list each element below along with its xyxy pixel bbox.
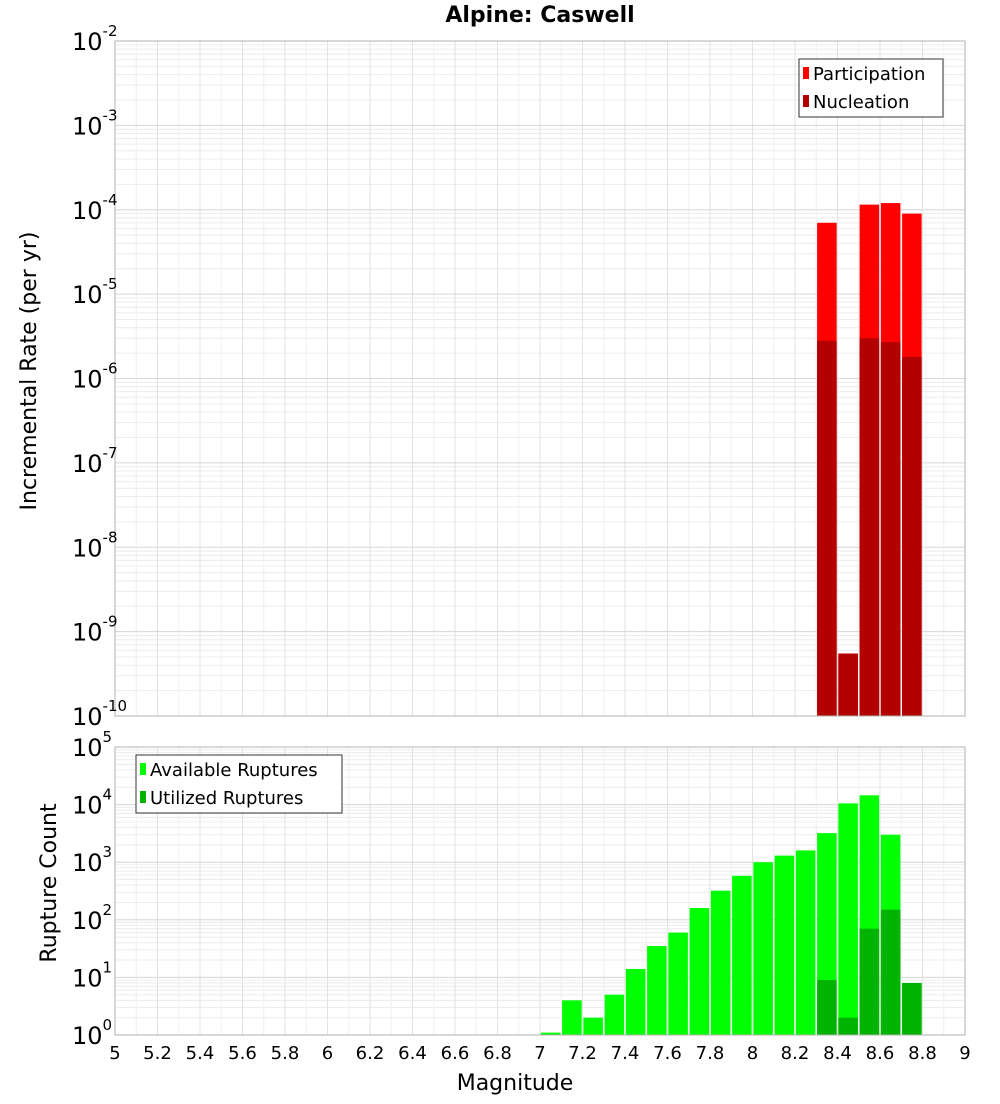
bar-utilized-ruptures: [859, 928, 880, 1035]
x-tick-label: 5.6: [228, 1043, 257, 1064]
x-tick-label: 6.2: [356, 1043, 385, 1064]
y-tick-label: 10-5: [72, 275, 118, 309]
bar-utilized-ruptures: [880, 909, 901, 1035]
bar-available-ruptures: [795, 850, 816, 1035]
x-tick-label: 5.4: [186, 1043, 215, 1064]
x-tick-label: 8.2: [781, 1043, 810, 1064]
x-axis-label: Magnitude: [457, 1071, 574, 1096]
bar-utilized-ruptures: [902, 982, 922, 1035]
x-tick-label: 6.8: [483, 1043, 512, 1064]
legend-label: Utilized Ruptures: [150, 788, 303, 809]
legend-box: [798, 58, 944, 118]
x-tick-label: 8.4: [823, 1043, 852, 1064]
bar-nucleation: [838, 653, 858, 716]
legend-label: Participation: [813, 64, 925, 85]
plot-border: [114, 746, 966, 1036]
plot-border: [114, 40, 966, 717]
legend-box: [135, 754, 343, 814]
bar-available-ruptures: [753, 862, 773, 1035]
y-tick-label: 10-4: [72, 191, 118, 225]
y-tick-label: 105: [72, 728, 112, 762]
y-tick-label: 10-3: [72, 106, 118, 140]
y-tick-label: 101: [72, 958, 112, 992]
bar-available-ruptures: [625, 968, 646, 1035]
y-tick-label: 10-10: [72, 697, 127, 731]
bar-available-ruptures: [583, 1017, 603, 1035]
bar-nucleation: [859, 338, 880, 716]
legend-label: Available Ruptures: [150, 760, 318, 781]
y-axis-label: Rupture Count: [37, 803, 62, 963]
x-tick-label: 7: [534, 1043, 545, 1064]
bar-available-ruptures: [647, 946, 667, 1035]
bar-available-ruptures: [668, 932, 688, 1035]
bar-nucleation: [880, 342, 901, 716]
x-tick-label: 8: [747, 1043, 758, 1064]
y-tick-label: 102: [72, 901, 112, 935]
x-tick-label: 7.2: [568, 1043, 597, 1064]
bar-nucleation: [817, 340, 837, 716]
y-tick-label: 104: [72, 786, 112, 820]
x-tick-label: 6.4: [398, 1043, 427, 1064]
x-tick-label: 5: [109, 1043, 120, 1064]
x-tick-label: 7.4: [611, 1043, 640, 1064]
y-tick-label: 10-6: [72, 360, 118, 394]
x-tick-label: 6.6: [441, 1043, 470, 1064]
legend-swatch: [803, 67, 809, 79]
x-tick-label: 7.8: [696, 1043, 725, 1064]
chart-title: Alpine: Caswell: [445, 3, 634, 28]
legend-swatch: [140, 763, 146, 775]
bar-available-ruptures: [710, 890, 731, 1035]
bar-utilized-ruptures: [838, 1017, 858, 1035]
bar-available-ruptures: [540, 1032, 561, 1035]
legend-label: Nucleation: [813, 92, 909, 113]
x-tick-label: 6: [322, 1043, 333, 1064]
x-tick-label: 5.2: [143, 1043, 172, 1064]
bar-utilized-ruptures: [817, 980, 837, 1035]
bar-available-ruptures: [732, 875, 752, 1035]
y-axis-label: Incremental Rate (per yr): [17, 232, 42, 511]
y-tick-label: 10-8: [72, 528, 118, 562]
x-tick-label: 7.6: [653, 1043, 682, 1064]
y-tick-label: 10-2: [72, 22, 118, 56]
bar-available-ruptures: [774, 855, 795, 1035]
legend-swatch: [803, 95, 809, 107]
y-tick-label: 103: [72, 843, 112, 877]
legend-swatch: [140, 791, 146, 803]
y-tick-label: 10-7: [72, 444, 118, 478]
x-tick-label: 5.8: [271, 1043, 300, 1064]
x-tick-label: 8.6: [866, 1043, 895, 1064]
x-tick-label: 9: [959, 1043, 970, 1064]
y-tick-label: 100: [72, 1016, 112, 1050]
bar-nucleation: [902, 356, 922, 716]
bar-available-ruptures: [562, 1000, 582, 1035]
bar-available-ruptures: [689, 908, 710, 1035]
x-tick-label: 8.8: [908, 1043, 937, 1064]
bar-available-ruptures: [838, 803, 858, 1035]
y-tick-label: 10-9: [72, 613, 118, 647]
bar-available-ruptures: [604, 994, 625, 1035]
